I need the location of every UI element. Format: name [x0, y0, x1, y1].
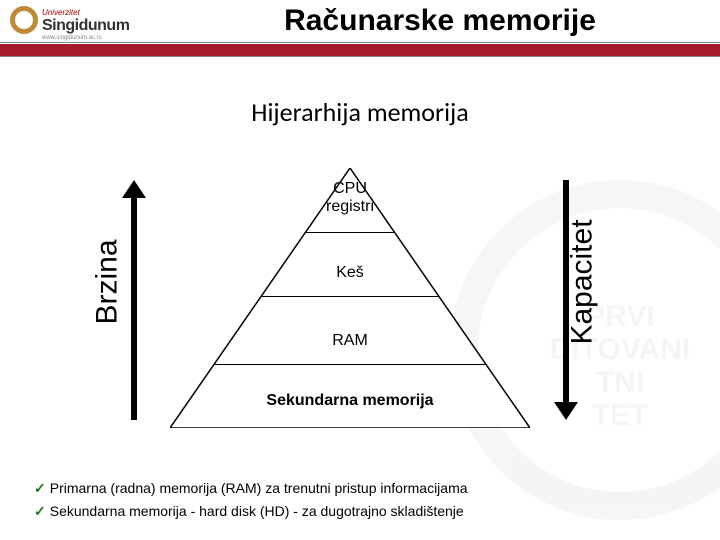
bullet-item: ✓Primarna (radna) memorija (RAM) za tren… [34, 480, 694, 497]
pyramid-diagram: Brzina Kapacitet CPUregistriKešRAMSekund… [120, 150, 580, 450]
pyramid-divider [262, 296, 438, 297]
pyramid-level-label: CPUregistri [170, 180, 530, 216]
check-icon: ✓ [34, 480, 46, 496]
pyramid-level-label: Keš [170, 264, 530, 282]
arrow-down-icon [554, 402, 578, 420]
header-rule-bottom [0, 56, 720, 57]
logo-name: Singidunum [42, 17, 129, 35]
page-title: Računarske memorije [170, 4, 710, 38]
header-rule-top [0, 42, 720, 43]
pyramid-divider [215, 364, 485, 365]
pyramid-level-label: Sekundarna memorija [170, 392, 530, 410]
speed-label: Brzina [91, 239, 125, 324]
logo-ring-icon [10, 6, 38, 34]
logo-url: www.singidunum.ac.rs [42, 35, 129, 41]
pyramid-level-label: RAM [170, 332, 530, 350]
bullet-text: Sekundarna memorija - hard disk (HD) - z… [50, 503, 464, 519]
check-icon: ✓ [34, 503, 46, 519]
bullet-text: Primarna (radna) memorija (RAM) za trenu… [50, 480, 468, 496]
arrow-shaft [131, 194, 137, 420]
bullet-list: ✓Primarna (radna) memorija (RAM) za tren… [34, 480, 694, 526]
capacity-label: Kapacitet [566, 219, 600, 344]
bullet-item: ✓Sekundarna memorija - hard disk (HD) - … [34, 503, 694, 520]
subtitle: Hijerarhija memorija [0, 96, 720, 128]
header: Univerzitet Singidunum www.singidunum.ac… [0, 0, 720, 62]
pyramid-shape: CPUregistri Keš RAM Sekundarna memorija [170, 168, 530, 428]
pyramid-divider [306, 232, 394, 233]
logo-universitet: Univerzitet [42, 8, 129, 17]
header-accent-bar [0, 44, 720, 56]
